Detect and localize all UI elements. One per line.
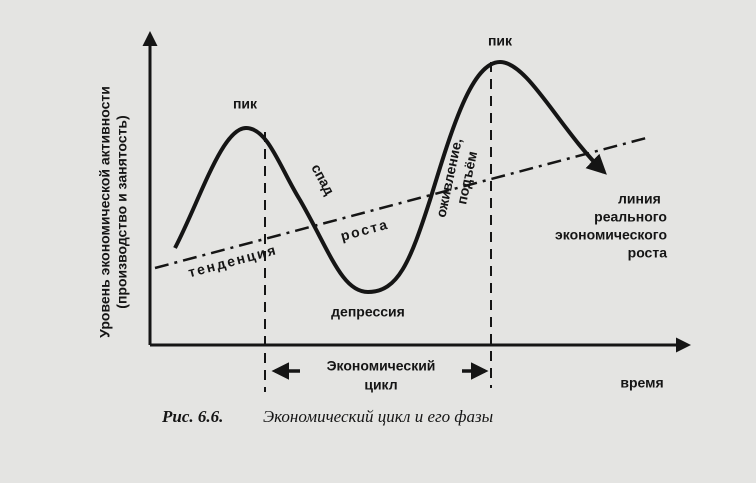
cycle-label: Экономический — [327, 358, 436, 374]
growth-label: реального — [594, 209, 667, 225]
cycle-label: цикл — [364, 377, 397, 393]
y-axis-label: Уровень экономической активности — [97, 86, 113, 338]
growth-label: линия — [618, 191, 661, 207]
x-axis-label: время — [620, 375, 663, 391]
y-axis-label: (производство и занятость) — [114, 115, 130, 308]
caption-number: Рис. 6.6. — [161, 407, 223, 426]
depression-label: депрессия — [331, 304, 405, 320]
caption-text: Экономический цикл и его фазы — [263, 407, 493, 426]
peak-label: пик — [233, 96, 258, 112]
trend-line — [154, 135, 651, 270]
growth-label: роста — [628, 245, 668, 261]
peak-label: пик — [488, 33, 513, 49]
cycle-label-bg — [300, 356, 462, 396]
growth-label: экономического — [555, 227, 667, 243]
cycle-curve — [173, 59, 607, 295]
